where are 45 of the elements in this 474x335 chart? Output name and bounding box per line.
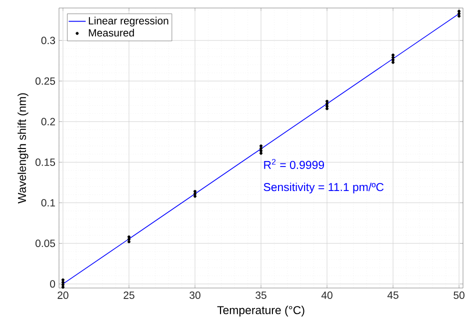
point <box>61 280 64 284</box>
point <box>260 149 262 152</box>
point <box>392 54 395 57</box>
x-tick-label: 20 <box>58 292 68 299</box>
x-axis-title: Temperature (°C) <box>217 306 304 316</box>
annotation: R$^{2}$ = 0.9999 <box>264 158 324 169</box>
legend-label: Linear regression <box>88 16 168 27</box>
y-tick-label: 0.1 <box>41 199 55 206</box>
point <box>127 240 130 244</box>
y-tick-label: 0 <box>50 280 56 288</box>
y-tick-label: 0.15 <box>36 158 56 166</box>
point <box>392 58 395 62</box>
point <box>392 60 395 64</box>
y-tick-label: 0.05 <box>36 240 56 248</box>
y-tick-label: 0.25 <box>36 77 56 85</box>
x-tick-label: 40 <box>321 292 332 299</box>
point <box>193 190 196 193</box>
point <box>458 10 461 13</box>
y-tick-label: 0.2 <box>41 118 55 126</box>
point <box>260 146 262 150</box>
point <box>458 12 461 16</box>
annotation: Sensitivity = 11.1 pm/ºC <box>264 182 384 194</box>
point <box>193 192 196 196</box>
x-tick-label: 30 <box>190 292 200 299</box>
point <box>260 152 262 155</box>
x-tick-label: 45 <box>387 292 398 299</box>
point <box>458 14 461 18</box>
point <box>326 104 329 108</box>
point <box>61 286 64 289</box>
point <box>260 144 262 148</box>
y-axis-title: Wavelength shift (nm) <box>18 93 28 204</box>
point <box>326 102 329 106</box>
point <box>127 238 130 241</box>
point <box>326 100 329 103</box>
x-tick-label: 25 <box>124 292 134 299</box>
point <box>392 56 395 59</box>
point <box>127 235 130 238</box>
point <box>61 278 64 282</box>
legend-label: Measured <box>88 28 134 37</box>
point <box>193 194 196 198</box>
point <box>61 283 64 286</box>
point <box>326 107 329 110</box>
y-tick-label: 0.3 <box>41 36 56 44</box>
x-tick-label: 35 <box>256 292 266 299</box>
x-tick-label: 50 <box>454 292 464 299</box>
